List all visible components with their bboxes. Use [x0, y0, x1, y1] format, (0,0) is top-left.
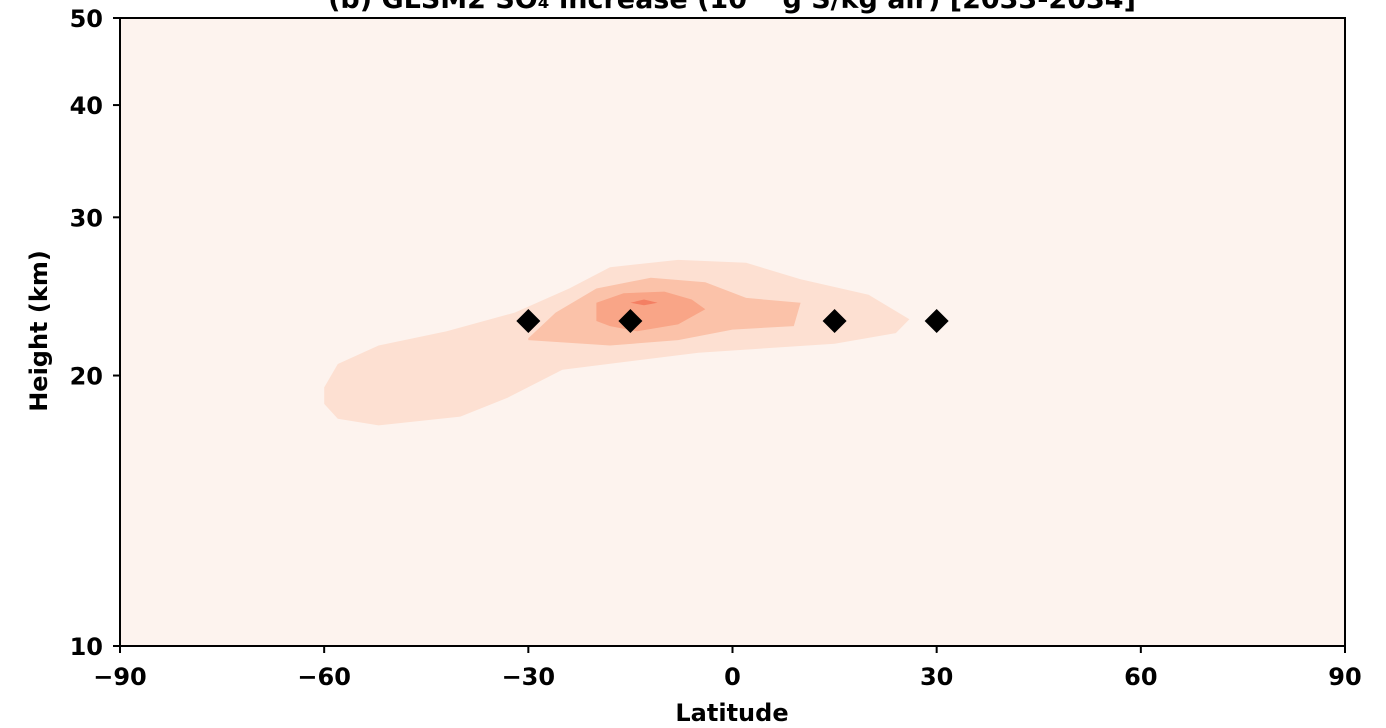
chart-title: (b) GLSM2 SO₄ increase (10⁻⁹ g S/kg air)…: [328, 0, 1136, 15]
diamond-marker: [822, 309, 847, 334]
diamond-marker: [618, 309, 643, 334]
y-tick-label: 20: [70, 363, 103, 391]
x-tick-label: −60: [297, 663, 351, 691]
x-tick-label: −30: [502, 663, 556, 691]
diamond-marker: [924, 309, 949, 334]
y-tick-label: 10: [70, 633, 103, 661]
diamond-marker: [516, 309, 541, 334]
contour-level-4: [630, 299, 658, 306]
y-tick-label: 50: [70, 5, 103, 33]
y-axis-label: Height (km): [25, 250, 53, 412]
x-tick-label: 60: [1124, 663, 1157, 691]
x-tick-label: 0: [724, 663, 741, 691]
x-axis: −90 −60 −30 0 30 60 90: [93, 646, 1362, 691]
y-axis: 10 20 30 40 50: [70, 5, 120, 661]
x-tick-label: −90: [93, 663, 147, 691]
x-tick-label: 90: [1328, 663, 1361, 691]
y-tick-label: 30: [70, 204, 103, 232]
x-tick-label: 30: [920, 663, 953, 691]
y-tick-label: 40: [70, 92, 103, 120]
plot-area: [119, 17, 1346, 647]
x-axis-label: Latitude: [675, 699, 788, 727]
